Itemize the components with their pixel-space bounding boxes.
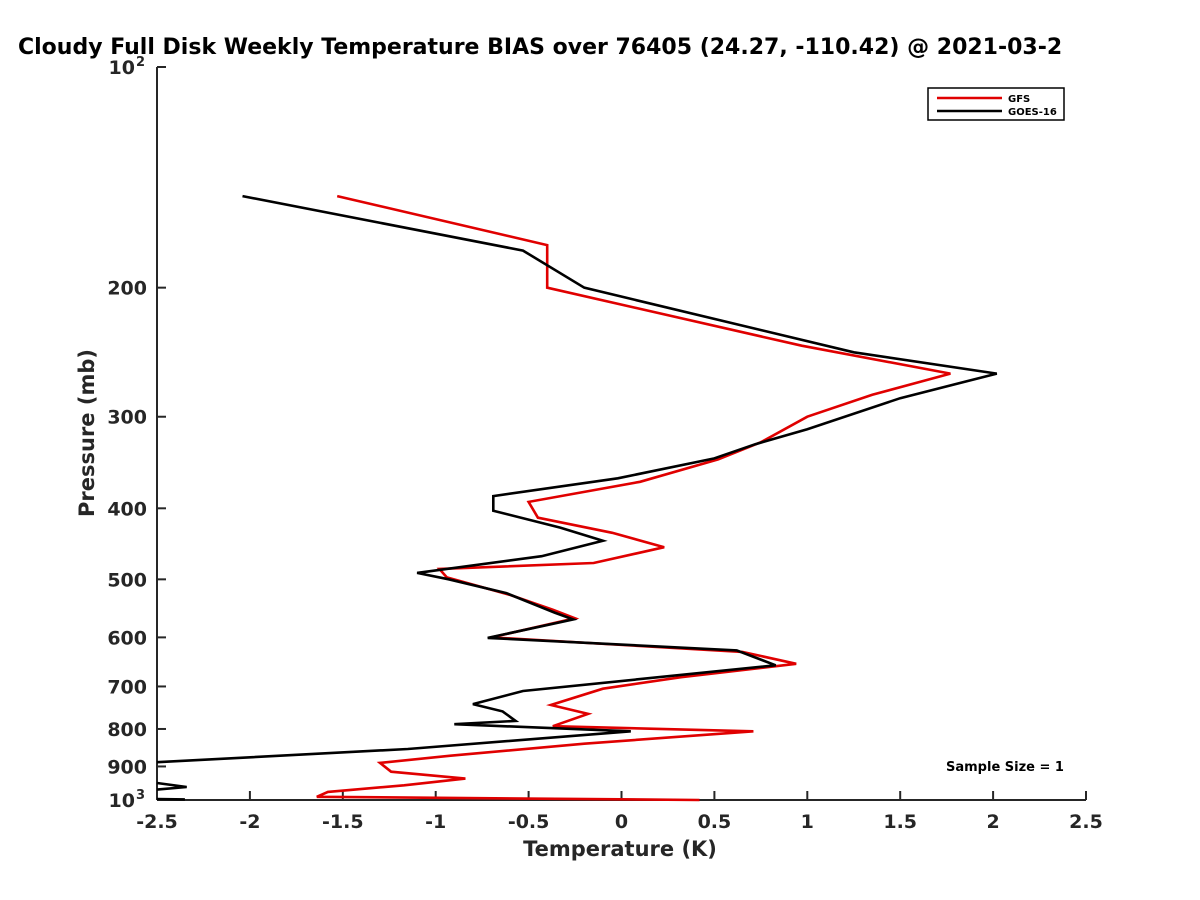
x-tick-label: 1.5 <box>883 811 917 833</box>
x-axis-label: Temperature (K) <box>523 837 717 861</box>
x-tick-label: -1 <box>425 811 446 833</box>
y-tick-label: 400 <box>107 498 147 520</box>
series-line-gfs <box>316 194 951 802</box>
y-tick-label-exponent: 3 <box>136 788 145 803</box>
y-tick-label: 900 <box>107 756 147 778</box>
x-axis: -2.5 -2 -1.5 -1 -0.5 0 0.5 1 1.5 2 2.5 <box>136 791 1103 833</box>
legend-goes16-label: GOES-16 <box>1008 107 1057 118</box>
series-line-goes-16 <box>156 194 998 764</box>
y-tick-label-base: 10 <box>109 790 135 812</box>
legend-box <box>927 87 1065 121</box>
y-tick-label: 200 <box>107 278 147 300</box>
y-tick-label: 600 <box>107 627 147 649</box>
y-tick-label-exponent: 2 <box>136 55 145 70</box>
x-tick-label: -2 <box>239 811 260 833</box>
y-tick-label: 800 <box>107 719 147 741</box>
y-axis-label: Pressure (mb) <box>75 349 99 517</box>
y-tick-label: 300 <box>107 407 147 429</box>
plot-area <box>156 194 998 802</box>
x-tick-label: 0.5 <box>698 811 732 833</box>
x-tick-label: 1 <box>801 811 814 833</box>
y-tick-label: 500 <box>107 569 147 591</box>
x-tick-label: -0.5 <box>508 811 550 833</box>
x-tick-label: -2.5 <box>136 811 178 833</box>
x-tick-label: 2 <box>986 811 999 833</box>
x-tick-label: 2.5 <box>1069 811 1103 833</box>
y-tick-label: 700 <box>107 676 147 698</box>
legend-gfs-label: GFS <box>1008 94 1030 105</box>
y-tick-label-base: 10 <box>109 57 135 79</box>
x-tick-label: 0 <box>615 811 628 833</box>
sample-size-annotation: Sample Size = 1 <box>946 760 1064 775</box>
series-line-fragment-2 <box>156 781 187 791</box>
chart-title: Cloudy Full Disk Weekly Temperature BIAS… <box>18 35 1062 60</box>
x-tick-label: -1.5 <box>322 811 364 833</box>
legend: GFS GOES-16 <box>927 87 1065 121</box>
